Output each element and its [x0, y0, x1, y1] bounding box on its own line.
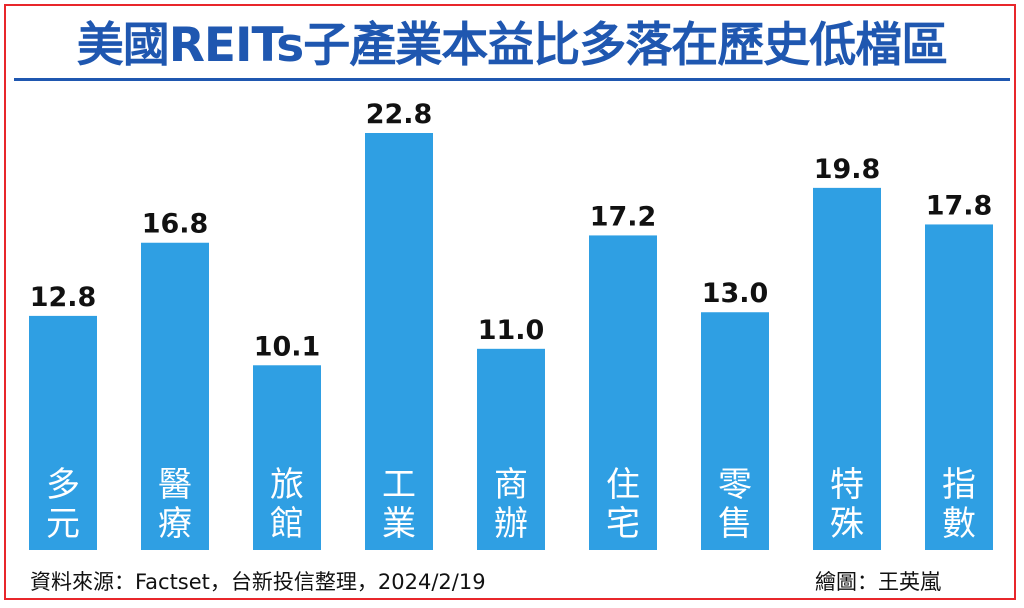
category-label-2-char-1: 館 [270, 504, 304, 544]
value-label-0: 12.8 [30, 282, 97, 313]
category-label-7-char-1: 殊 [830, 504, 864, 544]
category-label-1-char-1: 療 [158, 504, 192, 544]
value-label-3: 22.8 [366, 99, 433, 130]
category-label-7-char-0: 特 [830, 465, 864, 505]
bar-5 [589, 235, 657, 550]
category-label-8-char-1: 數 [942, 504, 976, 544]
category-label-2-char-0: 旅 [270, 465, 304, 505]
category-label-6-char-0: 零 [718, 465, 752, 505]
category-label-5-char-0: 住 [606, 465, 640, 505]
category-label-4-char-1: 辦 [494, 504, 528, 544]
category-label-8-char-0: 指 [942, 465, 976, 505]
bar-6 [701, 312, 769, 550]
source-note: 資料來源：Factset，台新投信整理，2024/2/19 [30, 570, 486, 594]
value-label-4: 11.0 [478, 315, 545, 346]
bar-2 [253, 365, 321, 550]
value-label-1: 16.8 [142, 209, 209, 240]
category-label-0-char-1: 元 [46, 504, 80, 544]
category-label-5-char-1: 宅 [606, 504, 640, 544]
bar-8 [925, 224, 993, 550]
value-label-2: 10.1 [254, 331, 321, 362]
value-label-8: 17.8 [926, 190, 993, 221]
category-label-3-char-1: 業 [382, 504, 416, 544]
category-label-4-char-0: 商 [494, 465, 528, 505]
bar-7 [813, 187, 881, 551]
bar-1 [141, 242, 209, 550]
value-label-6: 13.0 [702, 278, 769, 309]
value-label-7: 19.8 [814, 154, 881, 185]
graphic-credit: 繪圖：王英嵐 [815, 570, 941, 594]
bar-0 [29, 315, 97, 550]
category-label-3-char-0: 工 [382, 465, 416, 505]
value-label-5: 17.2 [590, 201, 657, 232]
category-label-0-char-0: 多 [46, 465, 80, 505]
category-label-1-char-0: 醫 [158, 465, 192, 505]
bar-4 [477, 348, 545, 550]
category-label-6-char-1: 售 [718, 504, 752, 544]
bar-3 [365, 133, 433, 550]
chart-title: 美國REITs子產業本益比多落在歷史低檔區 [76, 18, 949, 73]
title-underline [14, 78, 1010, 81]
